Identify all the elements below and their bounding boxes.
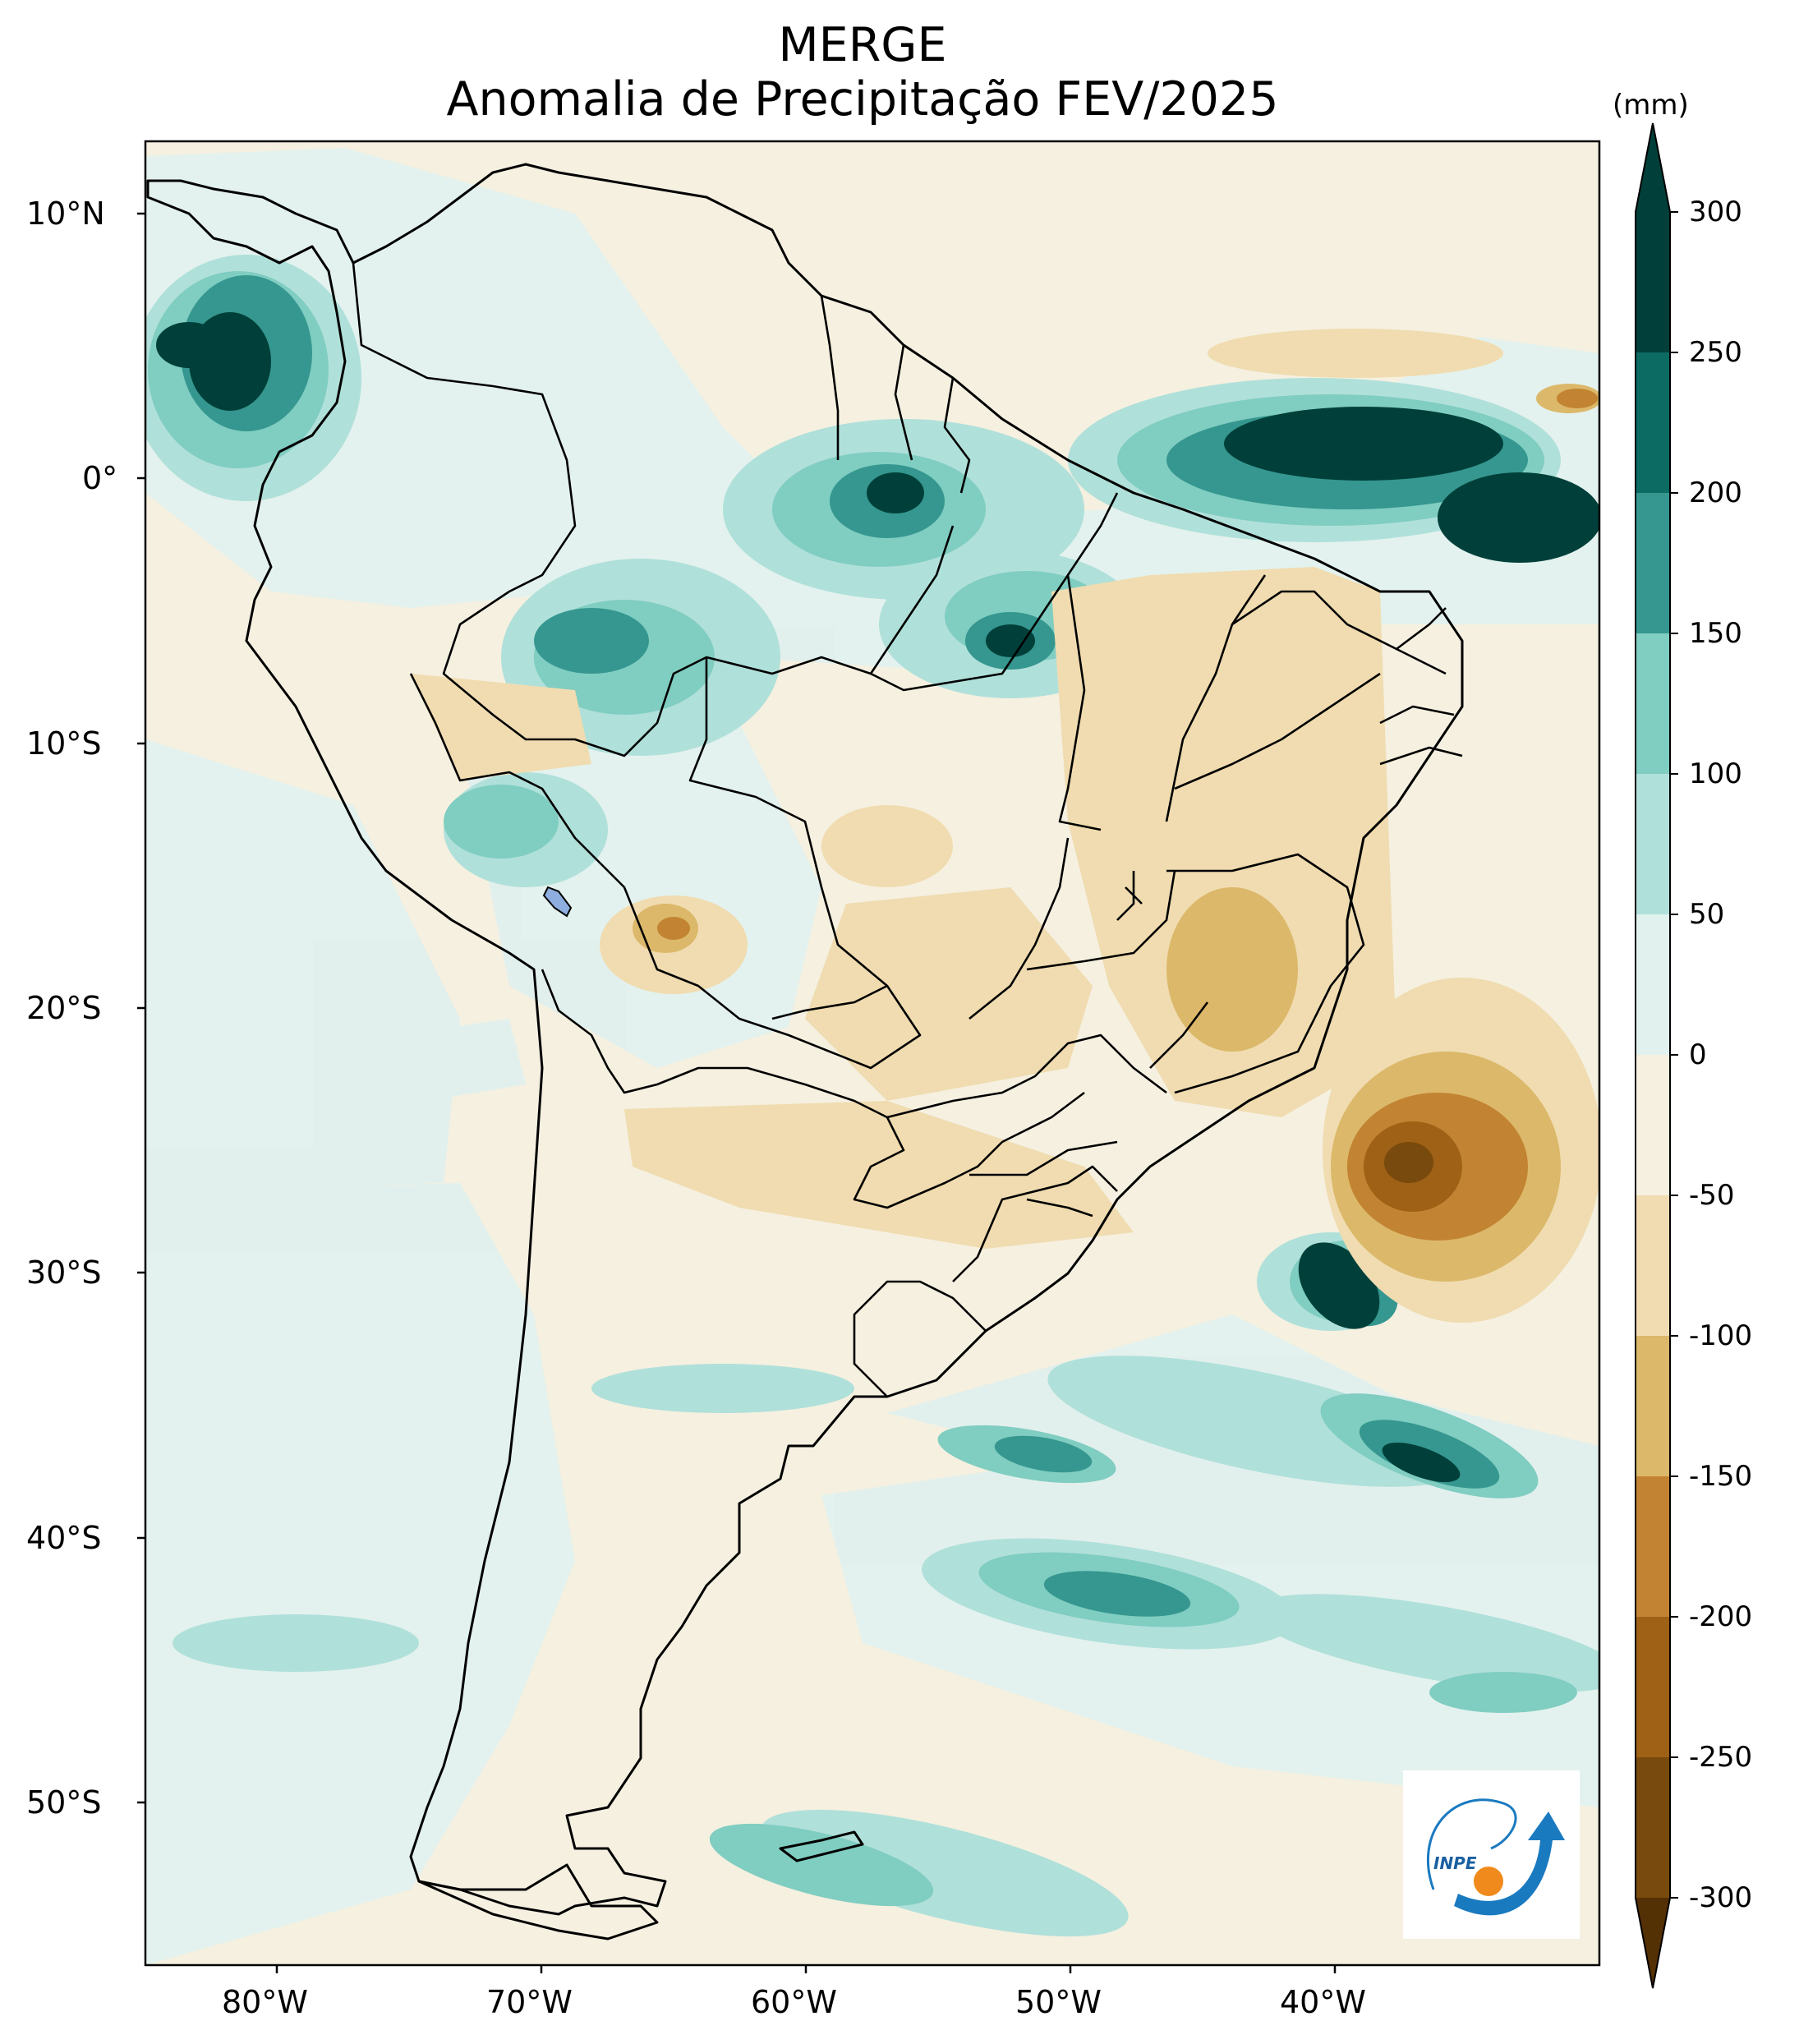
lon-label-70w: 70°W [486, 1984, 573, 2020]
lon-label-80w: 80°W [222, 1984, 308, 2020]
lon-label-50w: 50°W [1015, 1984, 1102, 2020]
lat-label-10s: 10°S [26, 725, 102, 762]
lat-label-30s: 30°S [26, 1254, 102, 1291]
lat-label-0: 0° [82, 460, 118, 496]
lat-label-10n: 10°N [26, 196, 105, 232]
anomaly-field [145, 141, 1599, 1965]
map-frame [144, 140, 1601, 1967]
colorbar-label: 300 [1689, 196, 1742, 228]
colorbar-unit: (mm) [1613, 89, 1689, 122]
borders [352, 262, 1463, 1397]
colorbar-ticks [1670, 211, 1678, 1899]
inpe-logo-text: INPE [1433, 1853, 1477, 1873]
lon-label-60w: 60°W [751, 1984, 837, 2020]
coastline [146, 163, 1464, 1940]
lat-label-20s: 20°S [26, 990, 102, 1026]
colorbar-label: -200 [1689, 1600, 1753, 1633]
colorbar-label: 150 [1689, 617, 1742, 650]
lake-titicaca [542, 886, 573, 918]
lon-ticks [275, 1965, 1337, 1973]
colorbar-label: -100 [1689, 1319, 1753, 1352]
lat-label-40s: 40°S [26, 1520, 102, 1556]
colorbar-label: 100 [1689, 757, 1742, 790]
inpe-logo: INPE [1403, 1770, 1580, 1939]
map-title-line2: Anomalia de Precipitação FEV/2025 [446, 72, 1279, 127]
colorbar-label: 250 [1689, 336, 1742, 369]
colorbar-label: -50 [1689, 1179, 1735, 1212]
colorbar-label: -300 [1689, 1881, 1753, 1914]
colorbar-label: -250 [1689, 1741, 1753, 1774]
colorbar-label: 0 [1689, 1038, 1707, 1071]
colorbar [1635, 122, 1671, 1989]
colorbar-label: 200 [1689, 476, 1742, 509]
lat-label-50s: 50°S [26, 1784, 102, 1821]
map-title-line1: MERGE [778, 18, 947, 72]
lon-label-40w: 40°W [1280, 1984, 1366, 2020]
colorbar-label: 50 [1689, 898, 1725, 931]
colorbar-label: -150 [1689, 1460, 1753, 1493]
lat-ticks [137, 212, 145, 1804]
